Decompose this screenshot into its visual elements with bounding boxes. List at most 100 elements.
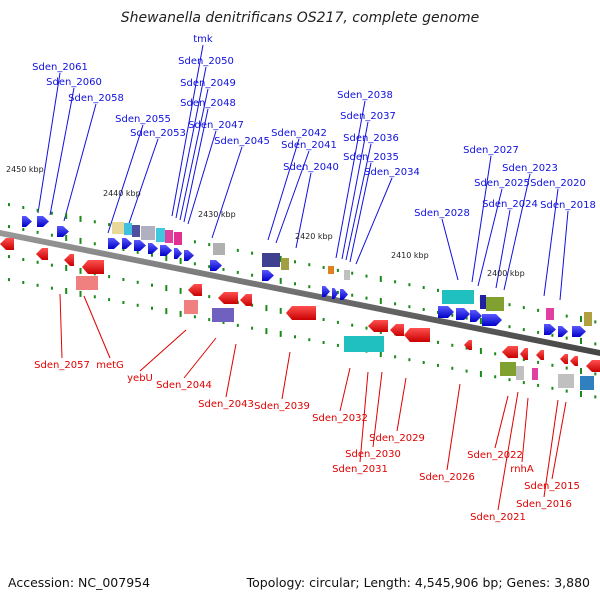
gene-box (213, 243, 225, 255)
gene-box (174, 232, 182, 245)
track-tick (551, 333, 554, 337)
track-tick (22, 258, 25, 261)
bottom-gene-label[interactable]: Sden_2026 (419, 472, 475, 483)
bottom-gene-label[interactable]: Sden_2043 (198, 399, 254, 410)
top-gene-label[interactable]: Sden_2036 (343, 133, 399, 144)
top-leader-line (49, 87, 75, 216)
bottom-leader-line (494, 395, 509, 449)
track-tick (279, 330, 282, 337)
top-gene-label[interactable]: Sden_2041 (281, 140, 337, 151)
track-tick (522, 306, 525, 310)
bottom-gene-label[interactable]: Sden_2030 (345, 449, 401, 460)
bottom-gene-label[interactable]: Sden_2022 (467, 450, 523, 461)
top-gene-label[interactable]: Sden_2027 (463, 145, 519, 156)
bottom-gene-label[interactable]: Sden_2039 (254, 401, 310, 412)
top-leader-line (559, 210, 569, 301)
top-gene-label[interactable]: Sden_2038 (337, 90, 393, 101)
top-leader-line (543, 188, 559, 297)
bottom-gene-label[interactable]: metG (96, 360, 124, 371)
top-gene-label[interactable]: Sden_2045 (214, 136, 270, 147)
top-gene-label[interactable]: Sden_2061 (32, 62, 88, 73)
gene-box (584, 312, 592, 326)
track-tick (365, 296, 368, 300)
kbp-label: 2450 kbp (6, 165, 44, 174)
bottom-gene-label[interactable]: Sden_2057 (34, 360, 90, 371)
track-tick (508, 378, 511, 382)
top-gene-label[interactable]: Sden_2020 (530, 178, 586, 189)
track-tick (208, 318, 211, 322)
track-tick (165, 285, 168, 292)
track-tick (580, 391, 582, 397)
gene-box (546, 308, 554, 320)
track-tick (422, 308, 425, 311)
top-gene-label[interactable]: Sden_2048 (180, 98, 236, 109)
reverse-gene-arrow (36, 248, 48, 260)
top-gene-label[interactable]: Sden_2034 (364, 167, 420, 178)
track-tick (79, 267, 82, 274)
reverse-gene-arrow (390, 324, 404, 336)
top-gene-label[interactable]: Sden_2042 (271, 128, 327, 139)
bottom-gene-label[interactable]: Sden_2016 (516, 499, 572, 510)
track-tick (93, 220, 96, 224)
bottom-gene-label[interactable]: Sden_2032 (312, 413, 368, 424)
kbp-label: 2440 kbp (103, 189, 141, 198)
top-gene-label[interactable]: Sden_2060 (46, 77, 102, 88)
track-tick (522, 358, 525, 362)
top-gene-label[interactable]: Sden_2037 (340, 111, 396, 122)
track-tick (465, 369, 468, 373)
track-tick (8, 278, 10, 282)
track-tick (594, 372, 597, 376)
top-gene-label[interactable]: Sden_2055 (115, 114, 171, 125)
track-tick (294, 282, 296, 286)
top-gene-label[interactable]: Sden_2025 (474, 178, 530, 189)
track-tick (451, 343, 454, 347)
top-gene-label[interactable]: Sden_2058 (68, 93, 124, 104)
bottom-gene-label[interactable]: Sden_2044 (156, 380, 212, 391)
bottom-gene-label[interactable]: Sden_2031 (332, 464, 388, 475)
top-gene-label[interactable]: tmk (193, 34, 213, 45)
track-tick (50, 233, 53, 237)
track-tick (422, 286, 425, 289)
track-tick (565, 336, 568, 340)
track-tick (494, 352, 497, 356)
reverse-gene-arrow (536, 350, 544, 360)
track-tick (580, 368, 582, 374)
track-tick (408, 358, 411, 362)
track-tick (551, 386, 554, 390)
top-gene-label[interactable]: Sden_2018 (540, 200, 596, 211)
top-leader-line (267, 138, 300, 241)
reverse-gene-arrow (188, 284, 202, 296)
gene-box (500, 362, 516, 376)
gene-box (486, 297, 504, 311)
bottom-leader-line (339, 367, 351, 412)
track-tick (308, 285, 311, 289)
forward-gene-arrow (482, 314, 502, 326)
top-gene-label[interactable]: Sden_2047 (188, 120, 244, 131)
bottom-gene-label[interactable]: Sden_2015 (524, 481, 580, 492)
top-gene-label[interactable]: Sden_2050 (178, 56, 234, 67)
top-gene-label[interactable]: Sden_2024 (482, 199, 538, 210)
top-gene-label[interactable]: Sden_2040 (283, 162, 339, 173)
top-leader-line (335, 100, 366, 259)
track-tick (279, 307, 282, 314)
bottom-gene-label[interactable]: Sden_2021 (470, 512, 526, 523)
top-gene-label[interactable]: Sden_2028 (414, 208, 470, 219)
top-gene-label[interactable]: Sden_2049 (180, 78, 236, 89)
track-tick (136, 303, 139, 307)
reverse-gene-arrow (570, 356, 578, 366)
bottom-gene-label[interactable]: rnhA (510, 464, 534, 475)
top-gene-label[interactable]: Sden_2035 (343, 152, 399, 163)
top-gene-label[interactable]: Sden_2023 (502, 163, 558, 174)
track-tick (8, 255, 10, 259)
bottom-gene-label[interactable]: yebU (127, 373, 153, 384)
track-tick (136, 250, 139, 254)
bottom-leader-line (372, 371, 383, 448)
track-tick (394, 280, 397, 284)
bottom-gene-label[interactable]: Sden_2029 (369, 433, 425, 444)
top-leader-line (349, 162, 372, 263)
gene-box (112, 222, 124, 234)
gene-box (580, 376, 594, 390)
track-tick (537, 383, 540, 387)
track-tick (22, 228, 25, 231)
top-gene-label[interactable]: Sden_2053 (130, 128, 186, 139)
